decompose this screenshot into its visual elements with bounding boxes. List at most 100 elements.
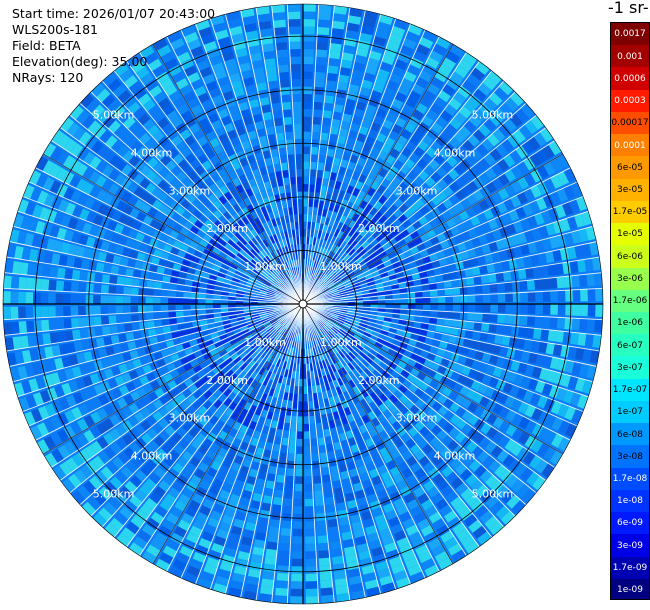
ppi-bin <box>272 357 279 366</box>
ppi-bin <box>332 220 339 229</box>
ppi-bin <box>386 40 400 51</box>
ppi-bin <box>370 348 379 357</box>
ppi-bin <box>185 506 198 518</box>
ppi-bin <box>435 325 444 333</box>
ppi-bin <box>534 212 545 226</box>
ppi-bin <box>27 334 37 348</box>
ppi-bin <box>348 370 356 379</box>
ppi-bin <box>327 65 339 74</box>
ppi-bin <box>510 326 520 336</box>
ppi-bin <box>424 564 440 577</box>
ppi-bin <box>322 474 332 483</box>
ppi-bin <box>366 187 376 197</box>
ppi-bin <box>339 214 347 224</box>
ppi-bin <box>437 478 450 491</box>
ppi-bin <box>349 76 362 87</box>
ppi-bin <box>385 264 394 271</box>
ppi-bin <box>63 306 71 317</box>
ppi-bin <box>108 315 117 325</box>
colorbar-cell: 0.0006 <box>611 67 649 91</box>
ppi-bin <box>356 245 364 254</box>
ppi-bin <box>348 341 356 349</box>
ppi-bin <box>320 587 334 596</box>
ppi-bin <box>348 351 356 360</box>
ppi-bin <box>440 357 450 367</box>
ppi-bin <box>542 238 552 251</box>
ppi-bin <box>70 281 79 293</box>
ppi-bin <box>577 394 589 409</box>
ppi-bin <box>268 388 276 397</box>
ppi-bin <box>467 304 476 312</box>
ppi-bin <box>451 319 460 328</box>
ppi-bin <box>342 538 355 549</box>
ppi-bin <box>315 330 320 339</box>
ppi-bin <box>109 517 124 532</box>
ppi-bin <box>400 244 410 252</box>
ppi-bin <box>446 471 459 484</box>
ppi-bin <box>264 58 276 67</box>
ppi-bin <box>203 564 218 576</box>
ppi-bin <box>393 198 403 208</box>
ppi-bin <box>477 157 490 170</box>
ppi-bin <box>204 524 217 536</box>
ppi-bin <box>330 243 337 252</box>
ppi-bin <box>367 247 376 255</box>
ppi-bin <box>279 79 290 88</box>
ppi-bin <box>403 421 414 432</box>
ppi-bin <box>287 11 301 20</box>
ppi-bin <box>550 290 558 302</box>
ppi-bin <box>360 118 372 129</box>
ppi-bin <box>485 181 497 194</box>
ppi-bin <box>326 331 334 339</box>
ppi-bin <box>329 287 338 292</box>
ppi-bin <box>589 241 599 256</box>
ring-label: 2.00km <box>358 374 400 387</box>
ppi-bin <box>356 373 365 383</box>
ppi-bin <box>333 354 340 363</box>
ppi-bin <box>490 500 505 514</box>
ppi-bin <box>330 372 337 381</box>
ppi-bin <box>444 311 453 319</box>
ppi-bin <box>93 316 102 326</box>
ppi-bin <box>350 203 359 213</box>
ppi-bin <box>220 414 230 424</box>
ppi-bin <box>392 420 403 431</box>
ppi-bin <box>321 178 329 187</box>
ppi-bin <box>510 360 521 372</box>
ppi-bin <box>379 575 394 586</box>
ppi-bin <box>192 493 205 505</box>
ppi-bin <box>307 206 313 215</box>
ppi-bin <box>315 278 321 286</box>
ppi-bin <box>356 543 369 553</box>
ppi-bin <box>372 507 384 518</box>
ppi-bin <box>303 64 314 72</box>
ppi-bin <box>451 476 464 490</box>
ppi-bin <box>519 280 528 291</box>
ppi-bin <box>130 296 139 304</box>
ppi-bin <box>370 307 378 312</box>
ppi-bin <box>571 275 580 288</box>
ppi-bin <box>303 363 307 372</box>
ppi-bin <box>563 167 576 183</box>
ppi-bin <box>345 98 356 108</box>
ppi-bin <box>342 44 356 55</box>
ppi-bin <box>578 228 589 243</box>
ppi-bin <box>338 271 346 278</box>
ppi-bin <box>493 261 503 272</box>
ppi-bin <box>183 298 191 304</box>
ppi-bin <box>362 414 371 424</box>
ppi-bin <box>415 102 428 115</box>
ppi-bin <box>502 236 513 248</box>
ppi-bin <box>282 345 287 353</box>
ppi-bin <box>420 277 429 285</box>
ppi-bin <box>209 485 221 496</box>
ppi-bin <box>294 146 302 155</box>
ppi-bin <box>144 497 158 511</box>
colorbar-cell: 6e-09 <box>611 512 649 535</box>
ppi-bin <box>425 188 436 199</box>
colorbar-cell: 1.7e-09 <box>611 556 649 580</box>
ppi-bin <box>319 376 325 385</box>
ppi-bin <box>496 201 508 214</box>
ppi-bin <box>406 373 417 383</box>
ppi-bin <box>333 265 340 272</box>
